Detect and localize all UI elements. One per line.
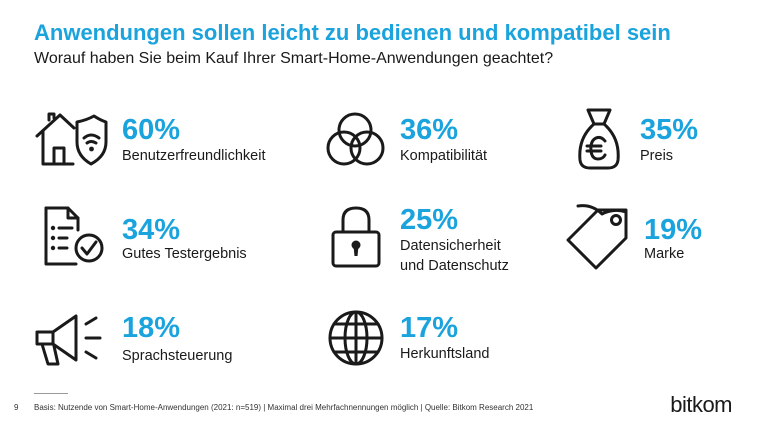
overlapping-circles-icon <box>322 108 392 172</box>
stat-label-line2: und Datenschutz <box>400 258 509 274</box>
footer-divider <box>34 393 68 394</box>
page-title: Anwendungen sollen leicht zu bedienen un… <box>34 20 671 45</box>
padlock-icon <box>322 204 392 268</box>
stat-value: 35% <box>640 114 699 146</box>
globe-icon <box>322 306 392 370</box>
stat-label: Kompatibilität <box>400 148 488 164</box>
smart-home-shield-icon <box>34 108 108 172</box>
stat-label: Gutes Testergebnis <box>122 246 247 262</box>
page-subtitle: Worauf haben Sie beim Kauf Ihrer Smart-H… <box>34 50 554 67</box>
stat-label: Datensicherheit <box>400 238 501 254</box>
megaphone-icon <box>34 310 104 374</box>
checklist-document-icon <box>34 204 104 268</box>
stat-value: 18% <box>122 312 181 344</box>
stat-value: 17% <box>400 312 459 344</box>
price-tag-icon <box>562 204 632 270</box>
stat-value: 25% <box>400 204 459 236</box>
source-note: Basis: Nutzende von Smart-Home-Anwendung… <box>34 403 534 412</box>
stat-value: 34% <box>122 214 181 246</box>
logo-text: bitkom <box>670 392 732 417</box>
stat-value: 60% <box>122 114 181 146</box>
stat-label: Sprachsteuerung <box>122 348 233 364</box>
euro-money-bag-icon <box>574 108 644 172</box>
stat-label: Marke <box>644 246 685 262</box>
page-number: 9 <box>14 403 19 412</box>
stat-value: 19% <box>644 214 703 246</box>
stat-value: 36% <box>400 114 459 146</box>
stat-label: Preis <box>640 148 674 164</box>
bitkom-logo: bitkom <box>670 392 732 418</box>
stat-label: Benutzerfreundlichkeit <box>122 148 266 164</box>
stat-label: Herkunftsland <box>400 346 490 362</box>
